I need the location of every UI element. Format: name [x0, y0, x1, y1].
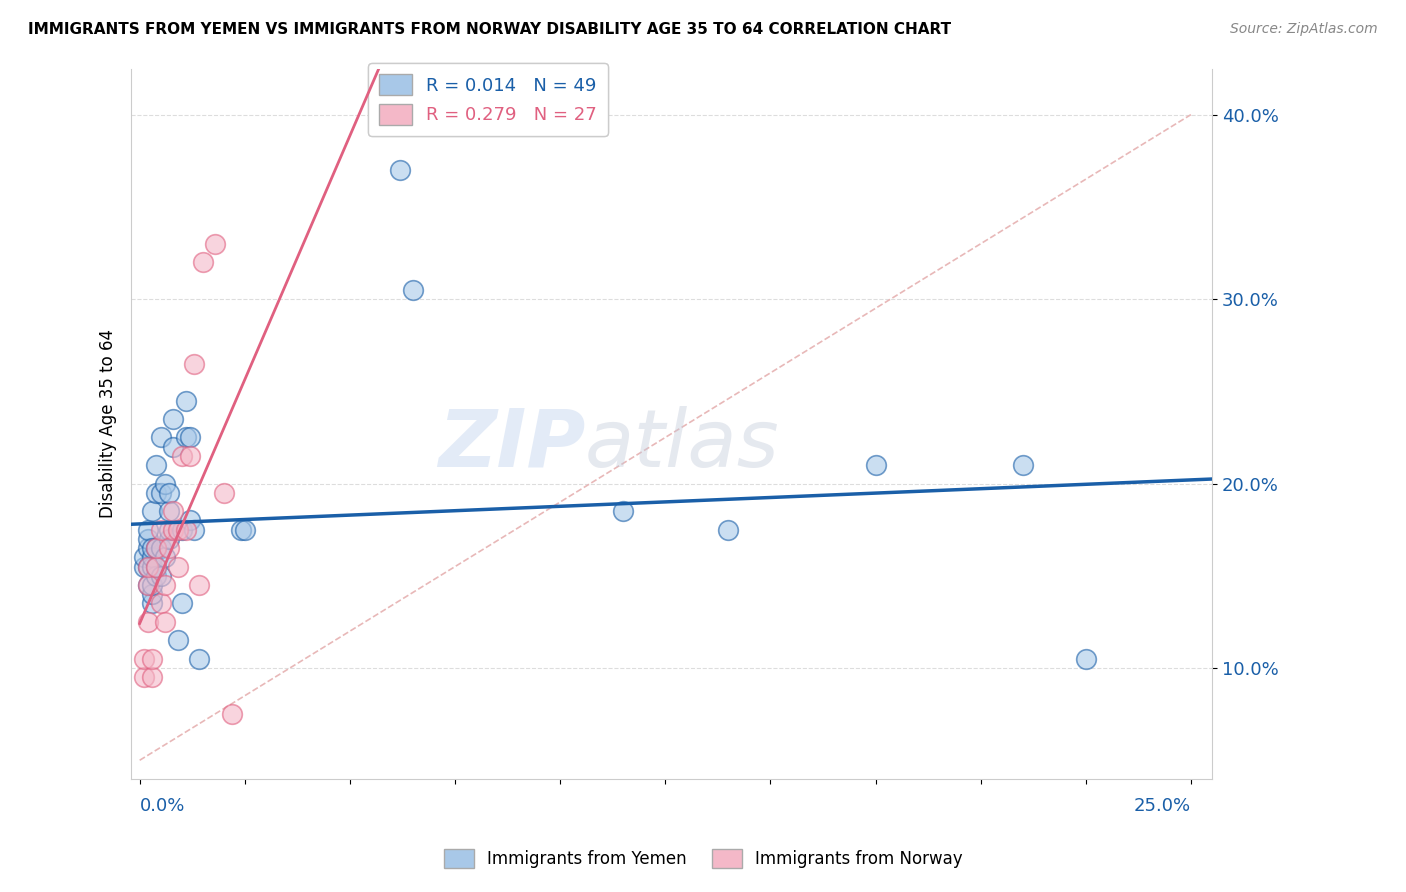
Text: atlas: atlas — [585, 406, 780, 484]
Point — [187, 578, 209, 592]
Text: 25.0%: 25.0% — [1133, 797, 1191, 815]
Point — [136, 559, 159, 574]
Point — [179, 430, 201, 444]
Point — [141, 597, 163, 611]
Point — [191, 255, 214, 269]
Point — [145, 541, 167, 556]
Point — [157, 504, 180, 518]
Point — [145, 485, 167, 500]
Point — [170, 597, 193, 611]
Point — [141, 550, 163, 565]
Point — [136, 532, 159, 546]
Point — [145, 559, 167, 574]
Point — [865, 458, 887, 472]
Point — [229, 523, 252, 537]
Point — [149, 523, 172, 537]
Point — [153, 476, 176, 491]
Point — [183, 523, 205, 537]
Point — [145, 559, 167, 574]
Point — [149, 541, 172, 556]
Point — [1011, 458, 1033, 472]
Point — [153, 615, 176, 629]
Point — [141, 670, 163, 684]
Point — [187, 652, 209, 666]
Point — [1074, 652, 1097, 666]
Text: IMMIGRANTS FROM YEMEN VS IMMIGRANTS FROM NORWAY DISABILITY AGE 35 TO 64 CORRELAT: IMMIGRANTS FROM YEMEN VS IMMIGRANTS FROM… — [28, 22, 952, 37]
Point — [170, 449, 193, 463]
Point — [132, 652, 155, 666]
Point — [145, 458, 167, 472]
Point — [166, 559, 188, 574]
Point — [141, 587, 163, 601]
Point — [149, 569, 172, 583]
Point — [132, 550, 155, 565]
Point — [136, 541, 159, 556]
Point — [145, 541, 167, 556]
Point — [132, 670, 155, 684]
Y-axis label: Disability Age 35 to 64: Disability Age 35 to 64 — [100, 329, 117, 518]
Point — [157, 523, 180, 537]
Point — [141, 559, 163, 574]
Point — [179, 513, 201, 527]
Point — [174, 430, 197, 444]
Point — [136, 578, 159, 592]
Point — [136, 523, 159, 537]
Point — [141, 541, 163, 556]
Point — [157, 541, 180, 556]
Point — [157, 485, 180, 500]
Point — [149, 485, 172, 500]
Point — [389, 163, 412, 178]
Point — [402, 283, 425, 297]
Point — [136, 615, 159, 629]
Point — [145, 569, 167, 583]
Text: ZIP: ZIP — [437, 406, 585, 484]
Point — [233, 523, 256, 537]
Point — [174, 523, 197, 537]
Point — [212, 485, 235, 500]
Point — [221, 707, 243, 722]
Point — [204, 236, 226, 251]
Text: Source: ZipAtlas.com: Source: ZipAtlas.com — [1230, 22, 1378, 37]
Point — [612, 504, 634, 518]
Point — [141, 652, 163, 666]
Legend: R = 0.014   N = 49, R = 0.279   N = 27: R = 0.014 N = 49, R = 0.279 N = 27 — [368, 63, 607, 136]
Point — [149, 430, 172, 444]
Point — [179, 449, 201, 463]
Point — [157, 532, 180, 546]
Point — [166, 523, 188, 537]
Point — [149, 597, 172, 611]
Point — [162, 412, 184, 426]
Point — [717, 523, 740, 537]
Point — [162, 440, 184, 454]
Point — [162, 504, 184, 518]
Point — [183, 357, 205, 371]
Point — [162, 523, 184, 537]
Point — [166, 633, 188, 648]
Point — [141, 504, 163, 518]
Point — [132, 559, 155, 574]
Point — [141, 578, 163, 592]
Legend: Immigrants from Yemen, Immigrants from Norway: Immigrants from Yemen, Immigrants from N… — [437, 842, 969, 875]
Text: 0.0%: 0.0% — [139, 797, 186, 815]
Point — [174, 393, 197, 408]
Point — [153, 578, 176, 592]
Point — [136, 559, 159, 574]
Point — [170, 523, 193, 537]
Point — [136, 578, 159, 592]
Point — [153, 550, 176, 565]
